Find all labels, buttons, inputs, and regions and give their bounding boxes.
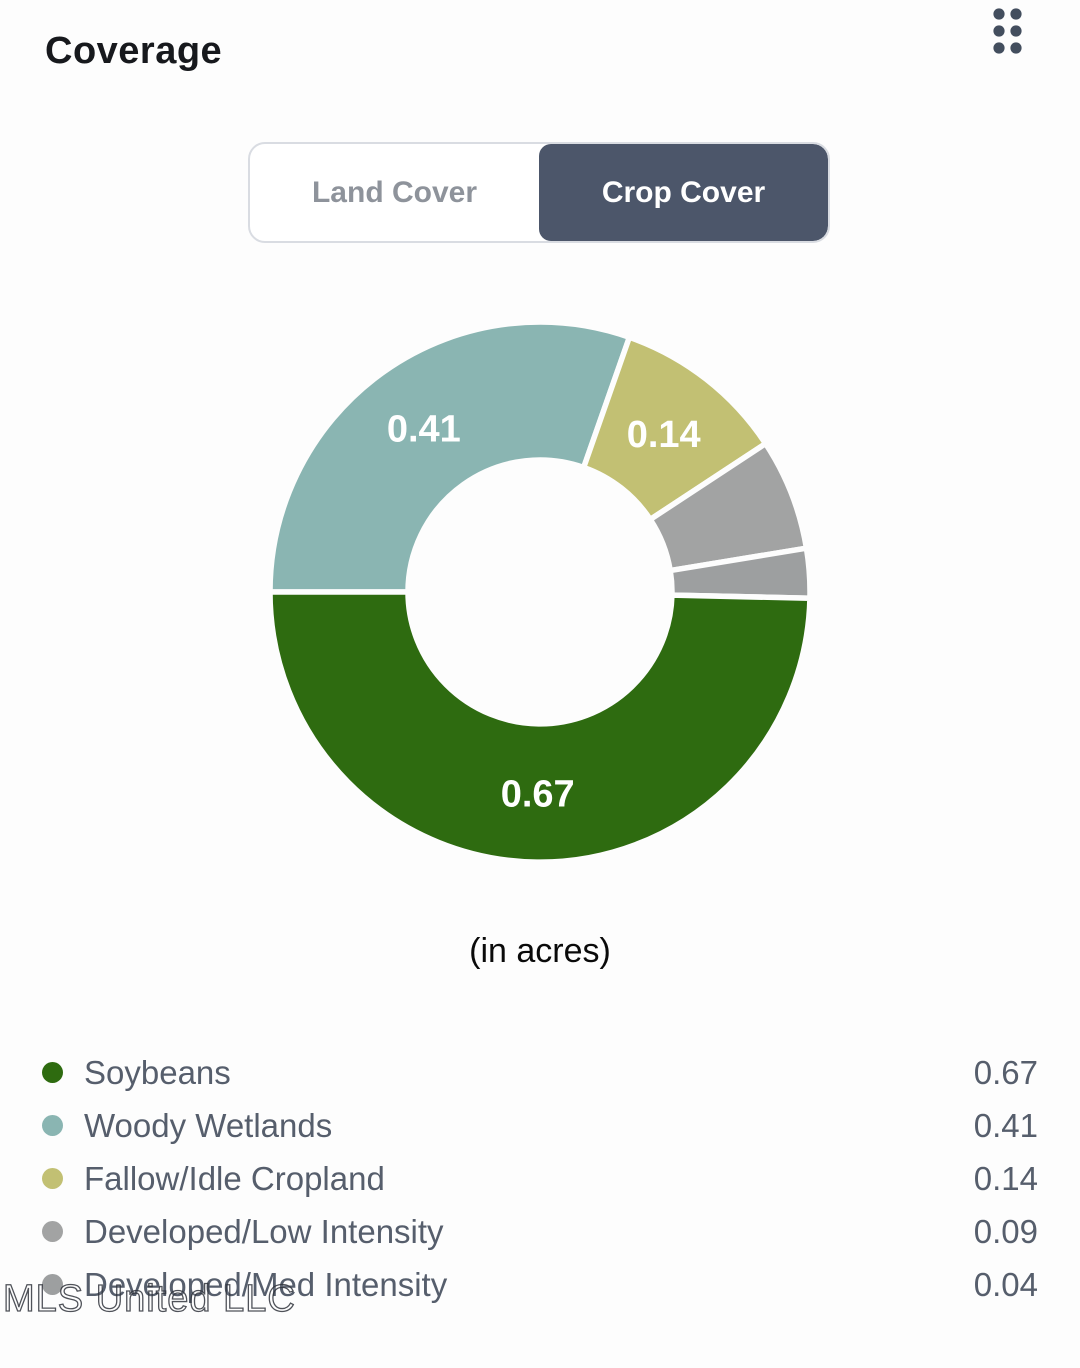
legend-row: Fallow/Idle Cropland 0.14: [42, 1152, 1038, 1205]
donut-slice-soybeans[interactable]: [267, 589, 813, 865]
legend-row: Developed/Med Intensity 0.04: [42, 1258, 1038, 1311]
drag-handle-icon[interactable]: [986, 4, 1026, 58]
legend-value: 0.14: [973, 1159, 1038, 1197]
legend-value: 0.41: [973, 1106, 1038, 1144]
legend-label: Woody Wetlands: [84, 1106, 333, 1144]
donut-slice-woody-wetlands[interactable]: [267, 319, 633, 595]
legend-color-dot: [42, 1062, 63, 1083]
legend-color-dot: [42, 1168, 63, 1189]
donut-chart: 0.41 0.14 0.67: [267, 319, 813, 865]
legend-value: 0.67: [973, 1053, 1038, 1091]
legend-color-dot: [42, 1221, 63, 1242]
legend-row: Developed/Low Intensity 0.09: [42, 1205, 1038, 1258]
legend-label: Developed/Low Intensity: [84, 1212, 444, 1250]
donut-slice-value-label: 0.14: [627, 414, 701, 456]
legend-color-dot: [42, 1115, 63, 1136]
cover-type-toggle: Land Cover Crop Cover: [248, 142, 830, 243]
donut-slice-value-label: 0.67: [501, 773, 575, 815]
tab-land-cover[interactable]: Land Cover: [250, 144, 539, 241]
legend-value: 0.04: [973, 1265, 1038, 1303]
chart-unit-caption: (in acres): [469, 932, 611, 970]
legend-row: Woody Wetlands 0.41: [42, 1099, 1038, 1152]
legend-color-dot: [42, 1274, 63, 1295]
tab-crop-cover[interactable]: Crop Cover: [539, 144, 828, 241]
donut-slice-value-label: 0.41: [387, 408, 461, 450]
legend-label: Soybeans: [84, 1053, 231, 1091]
legend-label: Fallow/Idle Cropland: [84, 1159, 385, 1197]
legend-value: 0.09: [973, 1212, 1038, 1250]
chart-legend: Soybeans 0.67 Woody Wetlands 0.41 Fallow/Idl…: [42, 1046, 1038, 1311]
page-title: Coverage: [45, 30, 223, 72]
legend-row: Soybeans 0.67: [42, 1046, 1038, 1099]
legend-label: Developed/Med Intensity: [84, 1265, 448, 1303]
